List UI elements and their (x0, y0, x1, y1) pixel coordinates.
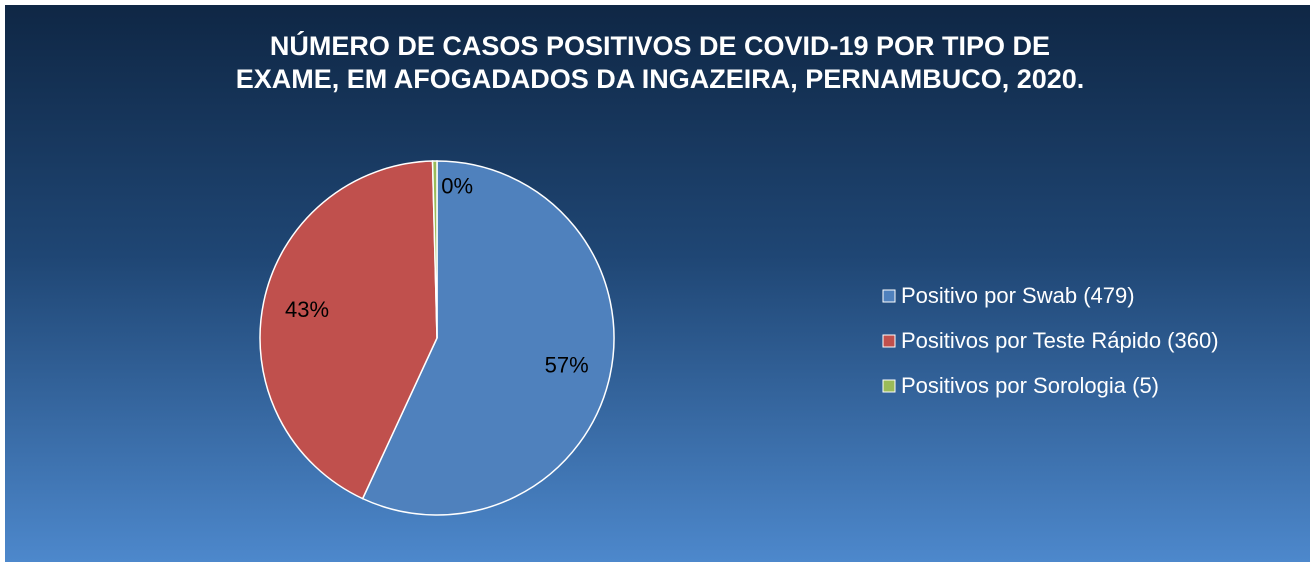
legend-swatch (882, 379, 896, 393)
pie-slice (361, 160, 615, 516)
legend-label: Positivo por Swab (479) (901, 283, 1135, 308)
data-label: 43% (285, 297, 329, 322)
pie-slice (259, 160, 438, 500)
legend-swatch (882, 334, 896, 348)
legend-swatch (882, 289, 896, 303)
chart-background (5, 5, 1310, 562)
pie-slice (431, 160, 438, 339)
data-label: 57% (545, 352, 589, 377)
legend-label: Positivos por Sorologia (5) (901, 373, 1159, 398)
chart-title: NÚMERO DE CASOS POSITIVOS DE COVID-19 PO… (270, 30, 1050, 61)
chart-title: EXAME, EM AFOGADADOS DA INGAZEIRA, PERNA… (236, 64, 1085, 94)
legend-label: Positivos por Teste Rápido (360) (901, 328, 1219, 353)
data-label: 0% (441, 173, 473, 198)
